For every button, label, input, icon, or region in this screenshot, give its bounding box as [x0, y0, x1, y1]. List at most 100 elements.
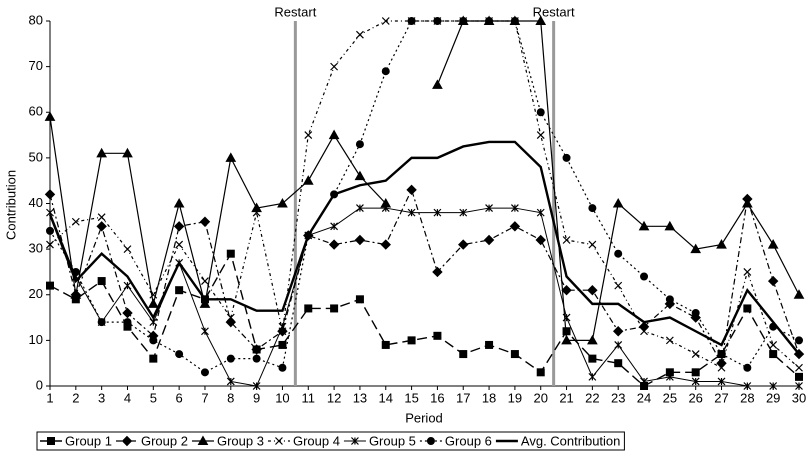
point	[536, 368, 545, 377]
point	[665, 336, 674, 345]
point	[459, 350, 468, 359]
legend-label: Group 6	[445, 433, 492, 448]
point	[691, 309, 700, 317]
point	[638, 220, 650, 231]
x-tick-label: 2	[72, 390, 79, 405]
point	[691, 350, 700, 358]
point	[743, 382, 752, 390]
point	[70, 289, 82, 299]
point	[278, 322, 287, 331]
x-tick-label: 18	[482, 390, 496, 405]
point	[278, 340, 287, 349]
annotation-label: Restart	[533, 4, 575, 19]
x-tick-label: 27	[714, 390, 728, 405]
point	[381, 17, 390, 25]
point	[459, 17, 468, 25]
legend-marker	[275, 437, 283, 445]
point	[201, 327, 209, 336]
point	[173, 197, 185, 208]
point	[199, 298, 211, 308]
point	[717, 363, 726, 372]
point	[381, 67, 390, 76]
point	[149, 290, 158, 299]
legend-label: Avg. Contribution	[521, 433, 621, 448]
point	[795, 372, 803, 381]
point	[614, 249, 623, 258]
point	[304, 131, 313, 139]
point	[226, 377, 235, 386]
y-tick-label: 60	[29, 104, 43, 119]
x-tick-label: 7	[201, 390, 208, 405]
point	[536, 108, 545, 117]
point	[483, 234, 495, 246]
x-tick-label: 3	[98, 390, 105, 405]
point	[769, 350, 778, 359]
x-tick-label: 13	[353, 390, 367, 405]
y-tick-label: 70	[29, 58, 43, 73]
point	[716, 357, 727, 369]
point	[96, 221, 107, 232]
point	[252, 354, 261, 363]
y-tick-label: 10	[29, 332, 43, 347]
point	[485, 204, 493, 212]
point	[354, 234, 366, 246]
point	[743, 268, 752, 276]
point	[252, 208, 261, 217]
point	[433, 331, 442, 340]
point	[97, 213, 106, 222]
point	[561, 334, 572, 345]
x-tick-label: 11	[302, 390, 316, 405]
legend-label: Group 5	[369, 433, 416, 448]
point	[588, 240, 597, 249]
point	[769, 341, 778, 349]
point	[459, 208, 468, 217]
x-tick-label: 10	[275, 390, 289, 405]
point	[793, 289, 805, 299]
point	[71, 217, 80, 226]
point	[330, 62, 339, 71]
point	[691, 368, 700, 377]
point	[356, 204, 364, 212]
point	[330, 304, 339, 313]
point	[44, 111, 56, 121]
legend: Group 1 Group 2 Group 3 Group 4 Group 5 Group…	[40, 433, 620, 448]
point	[614, 341, 623, 349]
point	[381, 340, 390, 349]
y-tick-label: 50	[29, 149, 43, 164]
x-tick-label: 5	[150, 390, 157, 405]
x-tick-label: 29	[766, 390, 780, 405]
point	[769, 382, 778, 390]
point	[535, 234, 546, 246]
point	[690, 243, 702, 254]
point	[640, 272, 649, 281]
point	[199, 216, 211, 227]
point	[328, 239, 340, 250]
x-tick-label: 22	[585, 390, 599, 405]
point	[175, 286, 184, 295]
x-tick-label: 17	[456, 390, 470, 405]
x-tick-label: 12	[327, 390, 341, 405]
x-tick-label: 1	[46, 390, 53, 405]
point	[304, 304, 313, 313]
point	[123, 281, 132, 290]
legend-marker	[47, 437, 55, 445]
point	[612, 326, 624, 337]
legend-box	[36, 431, 625, 451]
point	[588, 204, 597, 213]
series-line	[49, 20, 800, 369]
x-tick-label: 9	[253, 390, 260, 405]
y-tick-label: 30	[29, 241, 43, 256]
point	[432, 266, 443, 278]
x-tick-label: 14	[379, 390, 393, 405]
point	[640, 377, 648, 386]
point	[432, 79, 443, 89]
legend-marker	[426, 437, 435, 445]
point	[46, 240, 54, 249]
x-tick-label: 25	[663, 390, 677, 405]
point	[767, 239, 779, 249]
point	[691, 377, 700, 386]
point	[562, 153, 571, 162]
x-tick-label: 30	[792, 390, 806, 405]
x-tick-label: 4	[124, 390, 131, 405]
point	[201, 277, 209, 285]
